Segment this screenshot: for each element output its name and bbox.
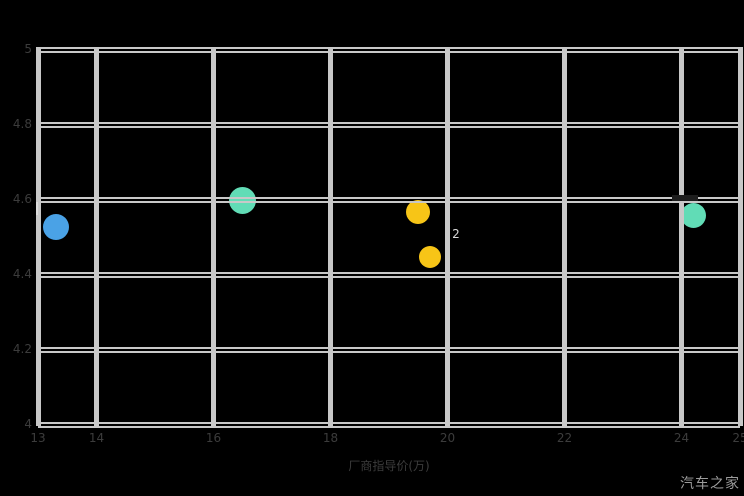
x-tick-label: 20	[439, 431, 456, 445]
v-gridline	[94, 47, 99, 426]
y-tick-label: 4.6	[12, 192, 32, 206]
x-tick-label: 22	[556, 431, 573, 445]
occluded-label-artifact	[672, 195, 698, 201]
h-gridline	[38, 422, 740, 428]
x-tick-label: 25	[732, 431, 744, 445]
x-tick-label: 24	[673, 431, 690, 445]
h-gridline	[38, 122, 740, 128]
h-gridline	[38, 272, 740, 278]
y-tick-label: 4.2	[12, 342, 32, 356]
x-axis-title: 厂商指导价(万)	[348, 459, 430, 473]
x-tick-label: 16	[205, 431, 222, 445]
data-point-teal[interactable]	[680, 203, 706, 229]
v-gridline	[562, 47, 567, 426]
data-point-yellow[interactable]	[418, 246, 441, 268]
v-gridline	[211, 47, 216, 426]
x-tick-label: 18	[322, 431, 339, 445]
data-point-blue[interactable]	[42, 214, 69, 240]
watermark: 汽车之家	[680, 476, 740, 492]
y-tick-label: 5	[24, 42, 32, 56]
y-tick-label: 4.4	[12, 267, 32, 281]
x-tick-label: 14	[88, 431, 105, 445]
v-gridline	[737, 47, 743, 426]
data-point-yellow[interactable]	[406, 200, 431, 224]
x-tick-label: 13	[30, 431, 46, 445]
h-gridline	[38, 47, 740, 53]
v-gridline	[679, 47, 684, 426]
occluded-label-artifact	[36, 202, 38, 215]
y-tick-label: 4.8	[12, 117, 32, 131]
h-gridline	[38, 197, 740, 203]
v-gridline	[328, 47, 333, 426]
v-gridline	[445, 47, 450, 426]
v-gridline	[35, 47, 41, 426]
label-fragment: 2	[452, 226, 460, 241]
h-gridline	[38, 347, 740, 353]
y-tick-label: 4	[24, 417, 32, 431]
